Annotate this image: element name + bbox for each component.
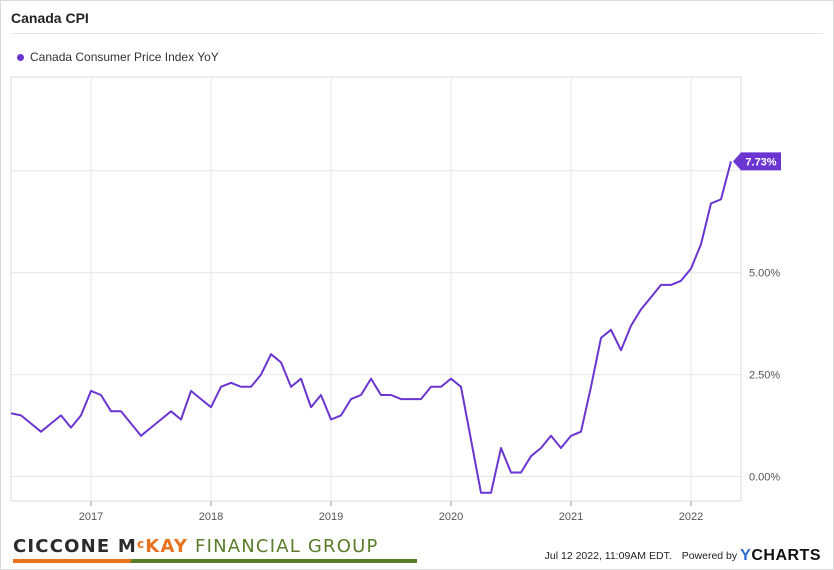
legend[interactable]: Canada Consumer Price Index YoY	[17, 50, 219, 64]
x-tick-label-1: 2018	[199, 511, 223, 521]
series-line-0	[10, 161, 732, 494]
legend-marker	[17, 53, 24, 61]
logo-text-superscript: c	[136, 537, 146, 551]
line-chart: 0.00% 2.50% 5.00% 2017 2018 2019 2020 2021 2022 7…	[10, 76, 781, 521]
y-tick-label-0: 0.00%	[749, 472, 780, 484]
last-value-tag	[733, 152, 781, 171]
x-tick-label-0: 2017	[79, 511, 103, 521]
legend-label: Canada Consumer Price Index YoY	[30, 50, 219, 64]
powered-by-text: Powered by	[681, 550, 738, 562]
title-divider	[11, 33, 823, 34]
ciccone-mckay-logo: CICCONE McKAY FINANCIAL GROUP	[13, 534, 417, 563]
logo-text-part1: CICCONE M	[13, 536, 137, 557]
logo-text-part3: FINANCIAL GROUP	[188, 536, 379, 557]
ycharts-logo[interactable]: YCHARTS	[740, 547, 821, 565]
x-tick-label-5: 2022	[679, 511, 703, 521]
chart-title: Canada CPI	[11, 10, 89, 26]
x-tick-label-4: 2021	[559, 511, 583, 521]
logo-bar-green	[131, 559, 417, 563]
last-value-label: 7.73%	[745, 156, 776, 168]
y-tick-label-2: 5.00%	[749, 268, 780, 280]
footer-attribution: Jul 12 2022, 11:09AM EDT. Powered by YCH…	[545, 547, 821, 565]
timestamp: Jul 12 2022, 11:09AM EDT.	[544, 550, 672, 562]
y-tick-label-1: 2.50%	[749, 370, 780, 382]
logo-text-part2: KAY	[145, 536, 189, 557]
logo-bar-orange	[13, 559, 131, 563]
ycharts-logo-rest: CHARTS	[751, 547, 821, 564]
x-tick-label-2: 2019	[319, 511, 343, 521]
ycharts-logo-y: Y	[740, 547, 752, 564]
plot-area-border	[10, 76, 742, 502]
x-tick-label-3: 2020	[439, 511, 463, 521]
